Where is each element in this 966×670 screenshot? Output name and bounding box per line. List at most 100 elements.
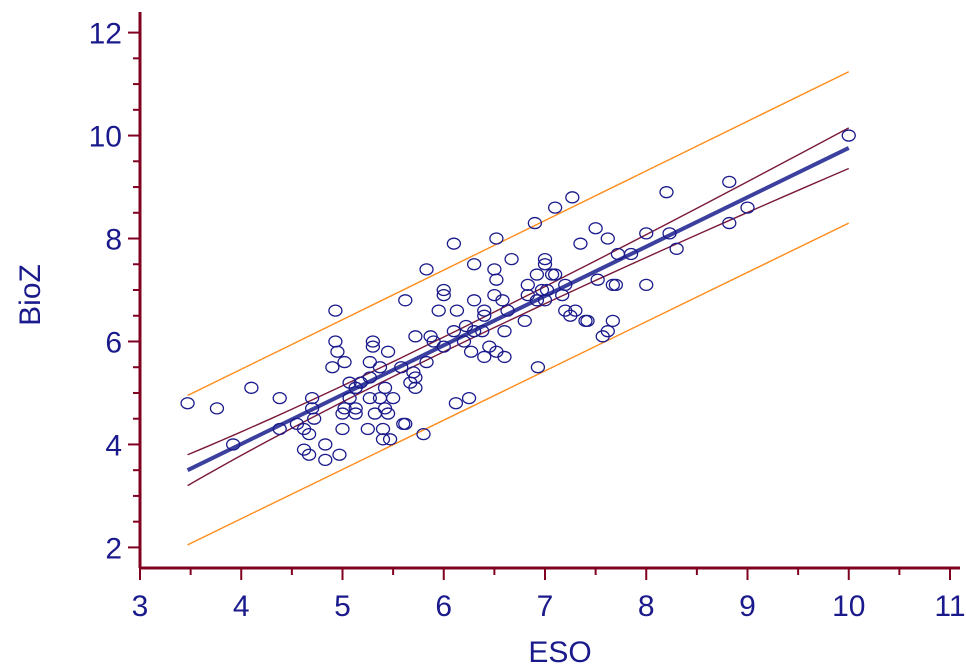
y-tick-label: 2 [105,532,122,565]
data-point [456,335,472,348]
data-point [517,314,532,328]
data-point [659,186,674,199]
data-point [365,340,381,353]
data-point [461,391,477,405]
data-point [590,273,605,286]
data-point [639,227,654,240]
data-point [477,350,492,364]
data-point [529,294,545,307]
confidence-band-lower [187,167,850,487]
data-point [301,427,317,441]
data-point [436,340,451,353]
data-points [180,129,856,467]
data-point [318,453,333,467]
data-point [500,304,515,317]
y-tick-label: 10 [89,121,122,154]
data-point [419,263,434,276]
data-point [568,304,583,317]
data-point [520,278,535,292]
data-point [489,232,504,245]
x-tick-label: 6 [435,590,452,623]
data-point [722,216,737,230]
data-point [394,361,409,374]
data-point [365,335,381,348]
data-point [372,391,388,405]
data-point [446,325,462,338]
data-point [362,371,377,384]
y-tick-label: 8 [105,224,122,257]
confidence-band [187,127,850,487]
data-point [487,263,502,276]
data-point [610,247,626,261]
data-point [244,381,259,394]
data-point [375,422,391,436]
data-point [448,397,464,410]
data-point [449,304,465,317]
data-point [431,304,446,317]
confidence-band-upper [187,127,850,456]
x-axis-label: ESO [528,636,591,669]
data-point [608,278,624,292]
data-point [600,325,615,338]
data-point [600,232,615,245]
data-point [463,345,479,358]
data-point [301,448,317,461]
data-point [446,237,462,250]
data-point [398,294,413,307]
data-point [330,345,345,358]
y-ticks: 2 4 6 8 10 12 [89,18,140,565]
data-point [318,438,333,451]
data-point [408,371,423,384]
data-point [504,252,519,266]
data-point [337,355,352,369]
data-point [740,201,755,214]
x-tick-label: 5 [334,590,351,623]
data-point [544,268,560,281]
data-point [348,407,363,420]
data-point [328,304,343,317]
data-point [360,422,375,436]
y-tick-label: 4 [105,429,122,462]
data-point [416,427,431,441]
prediction-band-lower [187,222,850,546]
data-point [530,361,546,374]
prediction-band-upper [187,71,850,397]
data-point [342,391,357,405]
data-point [623,247,639,261]
data-point [419,355,434,369]
data-point [639,278,654,292]
data-point [475,325,490,338]
data-point [408,381,423,394]
data-point [529,268,545,281]
data-point [662,227,677,240]
data-point [367,407,383,420]
regression-line [186,146,850,472]
data-point [722,175,737,189]
data-point [527,216,543,230]
data-point [362,391,377,405]
x-tick-label: 10 [832,590,865,623]
x-tick-label: 4 [233,590,250,623]
data-point [436,283,451,297]
data-point [372,361,388,374]
data-point [565,191,580,204]
data-point [332,448,347,461]
x-tick-label: 3 [132,590,149,623]
data-point [436,288,451,302]
y-tick-label: 6 [105,326,122,359]
data-point [380,345,396,358]
data-point [841,129,856,142]
data-point [180,397,195,410]
data-point [489,273,504,286]
data-point [495,294,510,307]
x-tick-label: 8 [638,590,655,623]
data-point [573,237,588,250]
data-point [477,309,492,322]
data-point [304,391,320,405]
data-point [406,366,421,379]
data-point [380,407,396,420]
data-point [497,350,512,364]
data-point [382,433,398,446]
data-point [398,417,413,431]
